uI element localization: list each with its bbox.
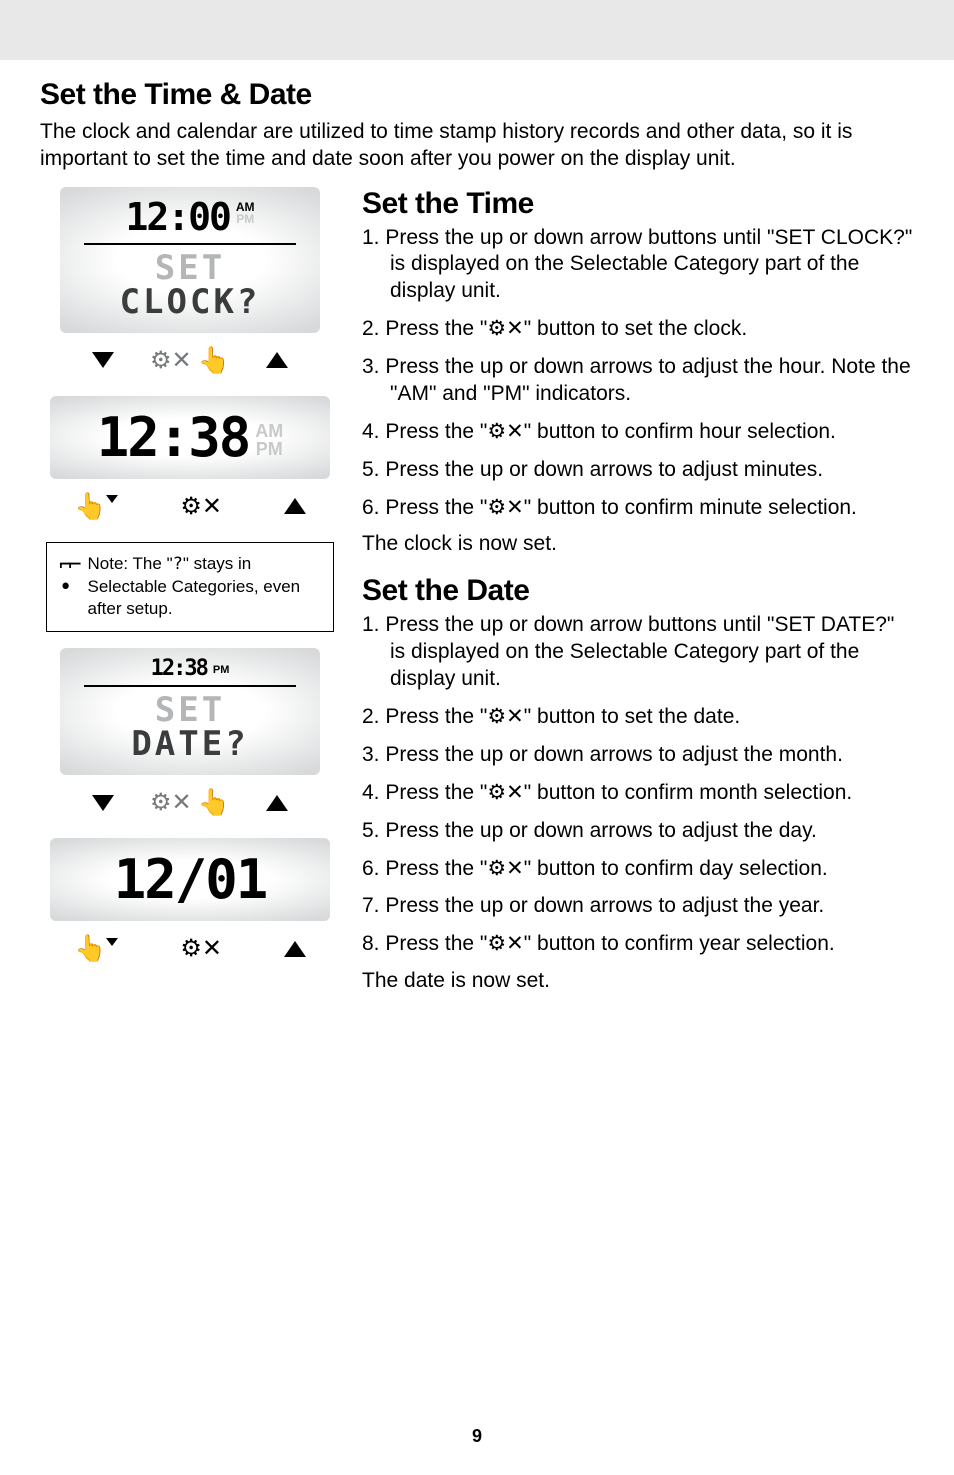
note-glyph-icon: ⌐⌐• xyxy=(59,553,78,622)
divider-line xyxy=(84,243,295,245)
lead-paragraph: The clock and calendar are utilized to t… xyxy=(40,118,914,173)
set-date-title: Set the Date xyxy=(362,574,914,608)
lcd-ampm-indicator: AM PM xyxy=(236,201,255,225)
main-title: Set the Time & Date xyxy=(40,78,914,112)
step: 1. Press the up or down arrow buttons un… xyxy=(362,612,914,693)
lcd-segment-line2: DATE? xyxy=(70,727,310,761)
tap-hand-icon: 👆 xyxy=(198,787,230,818)
lcd-time-value: 12:38 xyxy=(151,656,207,681)
step: 3. Press the up or down arrows to adjust… xyxy=(362,742,914,769)
control-row-1: ⚙✕ 👆 xyxy=(60,345,320,376)
tap-hand-icon: 👆 xyxy=(198,345,230,376)
page-content: Set the Time & Date The clock and calend… xyxy=(0,60,954,1011)
step: 2. Press the "⚙✕" button to set the cloc… xyxy=(362,316,914,343)
pm-indicator: PM xyxy=(213,664,230,676)
step: 1. Press the up or down arrow buttons un… xyxy=(362,225,914,306)
lcd-panel-set-date: 12:38 PM SET DATE? xyxy=(60,648,320,775)
gear-wrench-icon: ⚙✕ xyxy=(180,492,222,521)
step: 6. Press the "⚙✕" button to confirm day … xyxy=(362,856,914,883)
lcd-time-row: 12:00 AM PM xyxy=(70,195,310,239)
note-box: ⌐⌐• Note: The "?" stays in Selectable Ca… xyxy=(46,542,334,633)
gear-wrench-icon: ⚙✕ xyxy=(150,788,192,817)
two-column-layout: 12:00 AM PM SET CLOCK? ⚙✕ 👆 xyxy=(40,187,914,1012)
pm-indicator: PM xyxy=(236,213,255,225)
down-arrow-icon xyxy=(92,795,114,811)
lcd-segment-line1: SET xyxy=(70,251,310,285)
page-number: 9 xyxy=(0,1426,954,1447)
control-row-2: 👆 ⚙✕ xyxy=(60,491,320,522)
up-arrow-icon xyxy=(284,498,306,514)
set-time-title: Set the Time xyxy=(362,187,914,221)
step: 2. Press the "⚙✕" button to set the date… xyxy=(362,704,914,731)
am-indicator: AM xyxy=(236,201,255,213)
gear-tap-group: ⚙✕ 👆 xyxy=(150,787,230,818)
lcd-segment-line1: SET xyxy=(70,693,310,727)
tap-hand-icon: 👆 xyxy=(74,933,106,964)
gear-wrench-icon: ⚙✕ xyxy=(150,346,192,375)
step: 5. Press the up or down arrows to adjust… xyxy=(362,818,914,845)
down-arrow-icon xyxy=(92,352,114,368)
down-arrow-icon xyxy=(106,938,118,946)
control-row-4: 👆 ⚙✕ xyxy=(60,933,320,964)
lcd-panel-set-clock: 12:00 AM PM SET CLOCK? xyxy=(60,187,320,333)
step: 8. Press the "⚙✕" button to confirm year… xyxy=(362,931,914,958)
lcd-panel-time-large: 12:38 AM PM xyxy=(50,396,330,479)
up-arrow-icon xyxy=(284,941,306,957)
note-text-a: Note: The " xyxy=(88,554,173,573)
pm-indicator: PM xyxy=(255,440,283,458)
lcd-time-value: 12:00 xyxy=(125,195,229,239)
gear-tap-group: ⚙✕ 👆 xyxy=(150,345,230,376)
lcd-time-value: 12:38 xyxy=(97,406,250,469)
set-time-closing: The clock is now set. xyxy=(362,532,914,556)
tap-hand-icon: 👆 xyxy=(74,491,106,522)
left-column: 12:00 AM PM SET CLOCK? ⚙✕ 👆 xyxy=(40,187,340,1012)
down-arrow-icon xyxy=(106,495,118,503)
set-time-steps: 1. Press the up or down arrow buttons un… xyxy=(362,225,914,522)
right-column: Set the Time 1. Press the up or down arr… xyxy=(362,187,914,1012)
up-arrow-icon xyxy=(266,795,288,811)
control-row-3: ⚙✕ 👆 xyxy=(60,787,320,818)
lcd-time-row: 12:38 PM xyxy=(70,656,310,681)
step: 6. Press the "⚙✕" button to confirm minu… xyxy=(362,495,914,522)
lcd-time-row: 12:38 AM PM xyxy=(64,406,316,469)
tap-group: 👆 xyxy=(74,491,118,522)
gear-wrench-icon: ⚙✕ xyxy=(180,934,222,963)
step: 5. Press the up or down arrows to adjust… xyxy=(362,457,914,484)
up-arrow-icon xyxy=(266,352,288,368)
step: 4. Press the "⚙✕" button to confirm mont… xyxy=(362,780,914,807)
tap-group: 👆 xyxy=(74,933,118,964)
lcd-date-row: 12/01 xyxy=(64,848,316,911)
step: 7. Press the up or down arrows to adjust… xyxy=(362,893,914,920)
am-indicator: AM xyxy=(255,422,283,440)
header-band xyxy=(0,0,954,60)
divider-line xyxy=(84,685,295,687)
step: 4. Press the "⚙✕" button to confirm hour… xyxy=(362,419,914,446)
lcd-date-value: 12/01 xyxy=(114,848,267,911)
lcd-ampm-indicator: AM PM xyxy=(255,422,283,458)
set-date-closing: The date is now set. xyxy=(362,969,914,993)
note-text: Note: The "?" stays in Selectable Catego… xyxy=(88,553,322,622)
step: 3. Press the up or down arrows to adjust… xyxy=(362,354,914,408)
lcd-panel-date-large: 12/01 xyxy=(50,838,330,921)
lcd-segment-line2: CLOCK? xyxy=(70,285,310,319)
set-date-steps: 1. Press the up or down arrow buttons un… xyxy=(362,612,914,958)
